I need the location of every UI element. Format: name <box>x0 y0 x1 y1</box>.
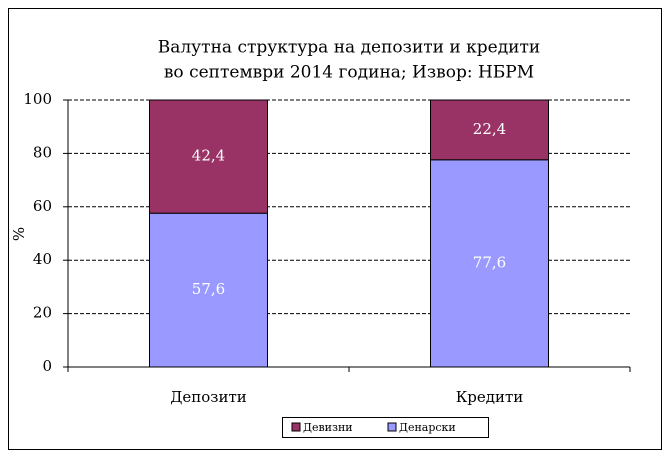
chart-title: Валутна структура на депозити и кредити <box>158 38 541 58</box>
y-tick-label: 0 <box>42 357 52 375</box>
x-tick-label: Депозити <box>170 388 247 406</box>
y-tick-label: 100 <box>23 90 52 108</box>
bar-segment <box>149 99 268 214</box>
data-label: 57,6 <box>192 280 225 298</box>
x-tick-label: Кредити <box>456 388 524 406</box>
y-tick-label: 60 <box>33 197 52 215</box>
legend-swatch <box>291 422 301 432</box>
y-tick-label: 20 <box>33 304 52 322</box>
y-axis-label: % <box>10 227 28 241</box>
legend-box <box>282 417 489 438</box>
legend-swatch <box>387 422 397 432</box>
data-label: 22,4 <box>473 120 506 138</box>
y-tick-label: 80 <box>33 143 52 161</box>
data-label: 42,4 <box>192 147 225 165</box>
bar-segment <box>430 99 549 161</box>
chart-border <box>8 8 662 450</box>
legend-label: Девизни <box>303 421 353 434</box>
chart-title: во септември 2014 година; Извор: НБРМ <box>164 63 534 83</box>
y-tick-label: 40 <box>33 250 52 268</box>
legend-label: Денарски <box>399 421 456 434</box>
data-label: 77,6 <box>473 253 506 271</box>
